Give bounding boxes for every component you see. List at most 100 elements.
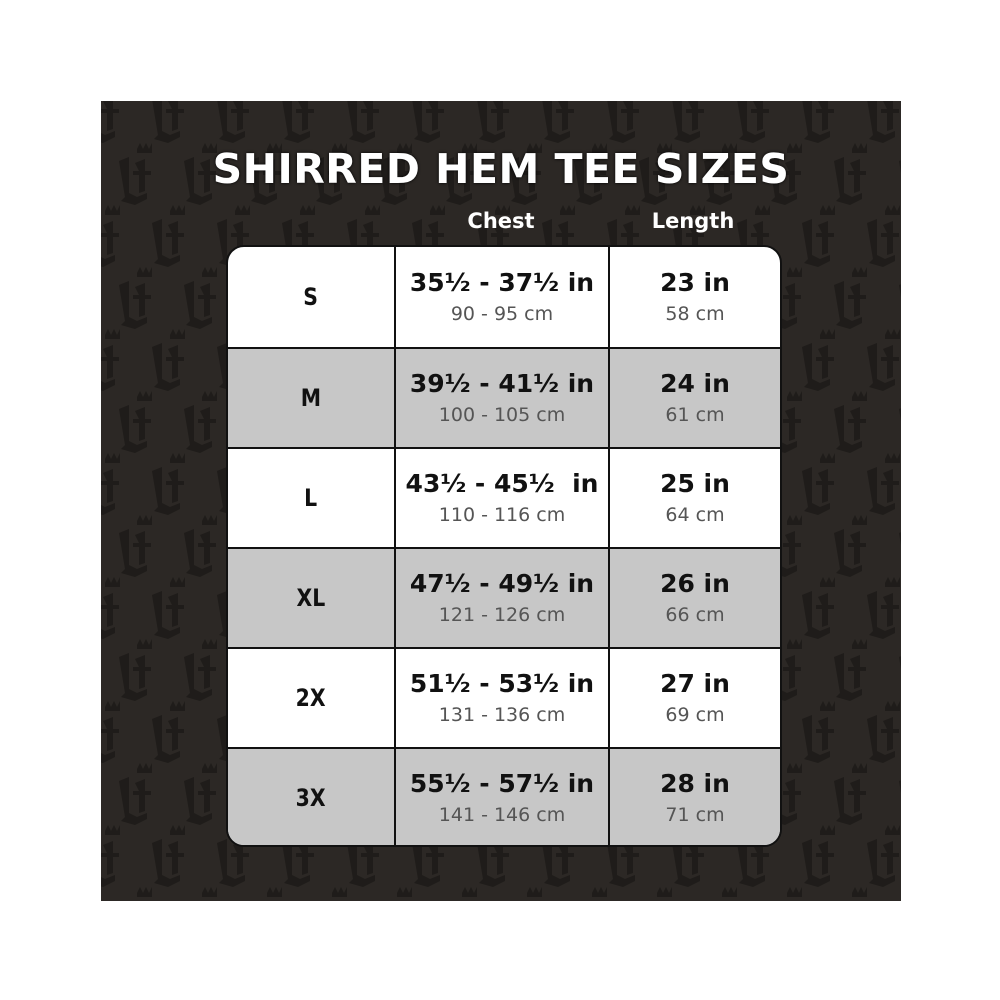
length-cm: 66 cm xyxy=(665,604,725,627)
size-cell: 3X xyxy=(228,749,396,845)
monogram-icon xyxy=(899,284,901,325)
length-inches: 28 in xyxy=(660,768,730,798)
monogram-icon xyxy=(867,453,900,515)
length-header: Length xyxy=(651,209,735,233)
length-cell: 28 in 71 cm xyxy=(610,749,780,845)
monogram-icon xyxy=(101,205,120,267)
monogram-icon xyxy=(527,887,542,897)
monogram-icon xyxy=(152,101,184,143)
monogram-icon xyxy=(119,143,152,205)
monogram-icon xyxy=(834,515,867,577)
monogram-icon xyxy=(152,329,185,391)
monogram-icon xyxy=(462,887,477,897)
length-inches: 24 in xyxy=(660,368,730,398)
monogram-icon xyxy=(152,453,185,515)
length-cell: 23 in 58 cm xyxy=(610,247,780,347)
size-cell: S xyxy=(228,247,396,347)
monogram-icon xyxy=(101,701,120,763)
monogram-icon xyxy=(119,763,152,825)
monogram-icon xyxy=(802,329,835,391)
monogram-icon xyxy=(867,101,899,143)
monogram-icon xyxy=(834,267,867,329)
size-cell: XL xyxy=(228,549,396,647)
monogram-icon xyxy=(119,267,152,329)
chest-cm: 90 - 95 cm xyxy=(450,303,554,326)
monogram-icon xyxy=(802,205,835,267)
monogram-icon xyxy=(282,101,314,143)
length-inches: 27 in xyxy=(660,668,730,698)
chest-cell: 47½ - 49½ in 121 - 126 cm xyxy=(396,549,610,647)
monogram-icon xyxy=(802,577,835,639)
chest-inches: 35½ - 37½ in xyxy=(409,267,595,297)
size-label: S xyxy=(303,283,319,311)
monogram-icon xyxy=(607,101,639,143)
monogram-icon xyxy=(509,143,542,205)
length-cm: 61 cm xyxy=(665,404,725,427)
monogram-icon xyxy=(802,101,834,143)
monogram-icon xyxy=(249,143,282,205)
length-cell: 24 in 61 cm xyxy=(610,349,780,447)
monogram-icon xyxy=(379,143,412,205)
length-cm: 69 cm xyxy=(665,704,725,727)
monogram-icon xyxy=(267,887,282,897)
monogram-icon xyxy=(152,701,185,763)
length-cm: 58 cm xyxy=(665,303,725,326)
chest-cell: 43½ - 45½ in 110 - 116 cm xyxy=(396,449,610,547)
monogram-icon xyxy=(852,887,867,897)
monogram-icon xyxy=(217,205,250,267)
monogram-icon xyxy=(202,887,217,897)
monogram-icon xyxy=(592,887,607,897)
monogram-icon xyxy=(899,532,901,573)
chest-cm: 121 - 126 cm xyxy=(438,604,566,627)
monogram-icon xyxy=(347,101,379,143)
monogram-icon xyxy=(152,577,185,639)
size-label: L xyxy=(304,484,318,512)
monogram-icon xyxy=(119,391,152,453)
monogram-icon xyxy=(314,143,347,205)
monogram-icon xyxy=(184,391,217,453)
chest-cm: 100 - 105 cm xyxy=(438,404,566,427)
monogram-icon xyxy=(184,639,217,701)
size-label: 3X xyxy=(296,784,326,812)
monogram-icon xyxy=(802,453,835,515)
chest-cell: 35½ - 37½ in 90 - 95 cm xyxy=(396,247,610,347)
monogram-icon xyxy=(867,329,900,391)
chest-inches: 43½ - 45½ in xyxy=(405,468,599,498)
length-cell: 26 in 66 cm xyxy=(610,549,780,647)
size-label: XL xyxy=(296,584,326,612)
monogram-icon xyxy=(101,329,120,391)
chest-header: Chest xyxy=(467,209,535,233)
monogram-icon xyxy=(397,887,412,897)
table-row: 2X 51½ - 53½ in 131 - 136 cm 27 in 69 cm xyxy=(228,647,780,747)
monogram-icon xyxy=(787,887,802,897)
monogram-icon xyxy=(101,825,120,887)
monogram-icon xyxy=(217,101,249,143)
monogram-icon xyxy=(152,825,185,887)
monogram-icon xyxy=(119,515,152,577)
monogram-icon xyxy=(867,825,900,887)
monogram-icon xyxy=(867,577,900,639)
monogram-icon xyxy=(184,763,217,825)
size-label: M xyxy=(300,384,322,412)
monogram-icon xyxy=(834,143,867,205)
chest-cell: 51½ - 53½ in 131 - 136 cm xyxy=(396,649,610,747)
monogram-icon xyxy=(834,639,867,701)
table-row: XL 47½ - 49½ in 121 - 126 cm 26 in 66 cm xyxy=(228,547,780,647)
monogram-icon xyxy=(802,825,835,887)
monogram-icon xyxy=(899,408,901,449)
chest-cm: 131 - 136 cm xyxy=(438,704,566,727)
monogram-icon xyxy=(867,205,900,267)
length-cell: 25 in 64 cm xyxy=(610,449,780,547)
chest-cm: 110 - 116 cm xyxy=(438,504,566,527)
monogram-icon xyxy=(737,101,769,143)
table-row: L 43½ - 45½ in 110 - 116 cm 25 in 64 cm xyxy=(228,447,780,547)
monogram-icon xyxy=(184,515,217,577)
chest-inches: 51½ - 53½ in xyxy=(409,668,595,698)
length-cell: 27 in 69 cm xyxy=(610,649,780,747)
monogram-icon xyxy=(119,639,152,701)
table-row: M 39½ - 41½ in 100 - 105 cm 24 in 61 cm xyxy=(228,347,780,447)
length-cm: 71 cm xyxy=(665,804,725,827)
monogram-icon xyxy=(834,391,867,453)
monogram-icon xyxy=(899,160,901,201)
size-cell: 2X xyxy=(228,649,396,747)
